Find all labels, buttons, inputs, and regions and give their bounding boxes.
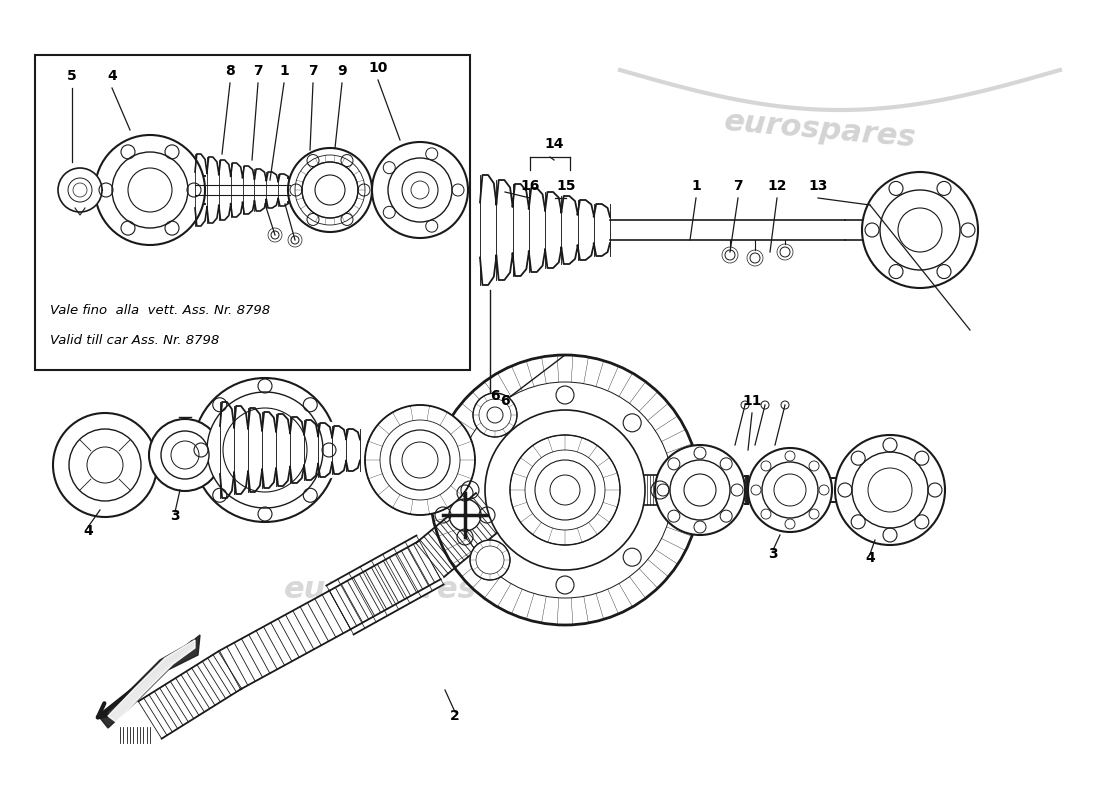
Circle shape: [473, 393, 517, 437]
Polygon shape: [195, 176, 205, 204]
Circle shape: [69, 429, 141, 501]
Circle shape: [161, 431, 209, 479]
Text: 16: 16: [520, 179, 540, 193]
Polygon shape: [620, 475, 654, 505]
Circle shape: [315, 175, 345, 205]
Text: 4: 4: [84, 524, 92, 538]
Text: 1: 1: [279, 64, 289, 78]
Circle shape: [880, 190, 960, 270]
Circle shape: [390, 430, 450, 490]
Text: 3: 3: [170, 509, 179, 523]
Text: 4: 4: [865, 551, 874, 565]
Polygon shape: [745, 476, 748, 504]
Text: 14: 14: [544, 137, 563, 151]
Text: 12: 12: [768, 179, 786, 193]
Circle shape: [852, 452, 928, 528]
Circle shape: [550, 475, 580, 505]
Circle shape: [670, 460, 730, 520]
Text: 9: 9: [338, 64, 346, 78]
Polygon shape: [416, 493, 504, 577]
Text: eurospares: eurospares: [284, 575, 476, 605]
Circle shape: [112, 152, 188, 228]
Circle shape: [430, 355, 700, 625]
Polygon shape: [832, 478, 835, 502]
Text: 10: 10: [368, 61, 387, 75]
Text: 11: 11: [742, 394, 761, 408]
Circle shape: [898, 208, 942, 252]
Circle shape: [449, 499, 481, 531]
Text: 7: 7: [253, 64, 263, 78]
Text: 15: 15: [557, 179, 575, 193]
Polygon shape: [108, 640, 195, 722]
Circle shape: [223, 408, 307, 492]
Circle shape: [762, 462, 818, 518]
Polygon shape: [610, 220, 845, 240]
Circle shape: [207, 392, 323, 508]
Text: 6: 6: [491, 389, 499, 403]
Text: 8: 8: [226, 64, 235, 78]
Circle shape: [128, 168, 172, 212]
Circle shape: [748, 448, 832, 532]
Polygon shape: [288, 178, 290, 202]
Text: Vale fino  alla  vett. Ass. Nr. 8798: Vale fino alla vett. Ass. Nr. 8798: [50, 303, 271, 317]
Circle shape: [470, 540, 510, 580]
Circle shape: [684, 474, 716, 506]
Text: 4: 4: [107, 69, 117, 83]
Polygon shape: [139, 651, 242, 738]
Text: Valid till car Ass. Nr. 8798: Valid till car Ass. Nr. 8798: [50, 334, 219, 346]
Circle shape: [372, 142, 468, 238]
Text: 6: 6: [500, 394, 509, 408]
Circle shape: [411, 181, 429, 199]
Circle shape: [535, 460, 595, 520]
Circle shape: [95, 135, 205, 245]
Circle shape: [58, 168, 102, 212]
Text: 3: 3: [768, 547, 778, 561]
Circle shape: [53, 413, 157, 517]
Circle shape: [388, 158, 452, 222]
Circle shape: [192, 378, 337, 522]
Circle shape: [148, 419, 221, 491]
Circle shape: [402, 172, 438, 208]
Circle shape: [862, 172, 978, 288]
Circle shape: [835, 435, 945, 545]
Circle shape: [485, 410, 645, 570]
Text: 1: 1: [691, 179, 701, 193]
Circle shape: [868, 468, 912, 512]
Circle shape: [487, 407, 503, 423]
Polygon shape: [220, 398, 360, 502]
Text: 7: 7: [308, 64, 318, 78]
Circle shape: [68, 178, 92, 202]
Polygon shape: [480, 170, 611, 290]
Text: 2: 2: [450, 709, 460, 723]
Circle shape: [402, 442, 438, 478]
Polygon shape: [327, 535, 443, 634]
Polygon shape: [220, 590, 351, 690]
Circle shape: [288, 148, 372, 232]
Text: eurospares: eurospares: [723, 107, 917, 153]
Circle shape: [302, 162, 358, 218]
Circle shape: [654, 445, 745, 535]
Polygon shape: [192, 430, 221, 475]
Polygon shape: [100, 635, 200, 728]
Polygon shape: [620, 475, 660, 505]
Text: 13: 13: [808, 179, 827, 193]
Polygon shape: [745, 476, 748, 504]
Circle shape: [365, 405, 475, 515]
Text: 7: 7: [734, 179, 742, 193]
Polygon shape: [329, 541, 441, 630]
Bar: [35, 55, 470, 370]
Circle shape: [774, 474, 806, 506]
Text: 5: 5: [67, 69, 77, 83]
Polygon shape: [195, 152, 290, 228]
Circle shape: [510, 435, 620, 545]
Circle shape: [170, 441, 199, 469]
Circle shape: [87, 447, 123, 483]
